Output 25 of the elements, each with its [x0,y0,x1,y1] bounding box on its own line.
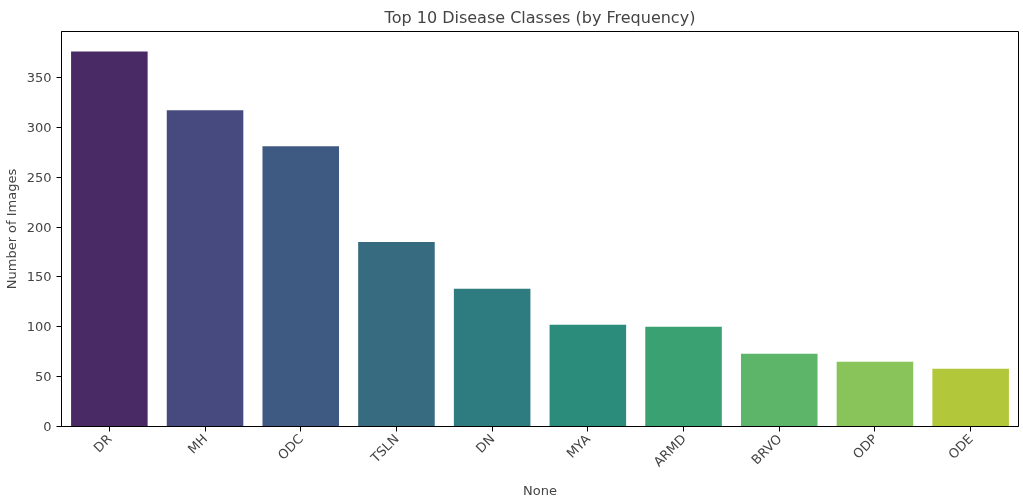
x-axis-title: None [523,482,557,498]
y-tick-label: 250 [26,169,52,185]
x-tick-label: MH [184,431,211,457]
y-tick-label: 200 [26,219,52,235]
bar [358,241,435,427]
bar [71,51,148,427]
bar [453,288,531,427]
y-tick-label: 150 [26,269,52,285]
bar [645,326,722,427]
x-tick-label: MYA [563,431,594,461]
y-tick-label: 350 [26,69,52,85]
x-tick-label: DN [472,431,498,456]
bar [166,110,244,427]
bar [262,146,340,427]
y-tick-label: 100 [26,319,52,335]
chart-title: Top 10 Disease Classes (by Frequency) [383,7,696,27]
bar [932,368,1009,427]
y-axis-title: Number of Images [3,168,19,290]
bar [740,353,818,427]
y-tick-label: 0 [43,419,52,434]
bar [836,361,914,427]
y-tick-label: 300 [26,119,52,135]
x-tick-label: DR [90,431,115,456]
y-tick-label: 50 [34,369,52,385]
bar [549,324,627,427]
